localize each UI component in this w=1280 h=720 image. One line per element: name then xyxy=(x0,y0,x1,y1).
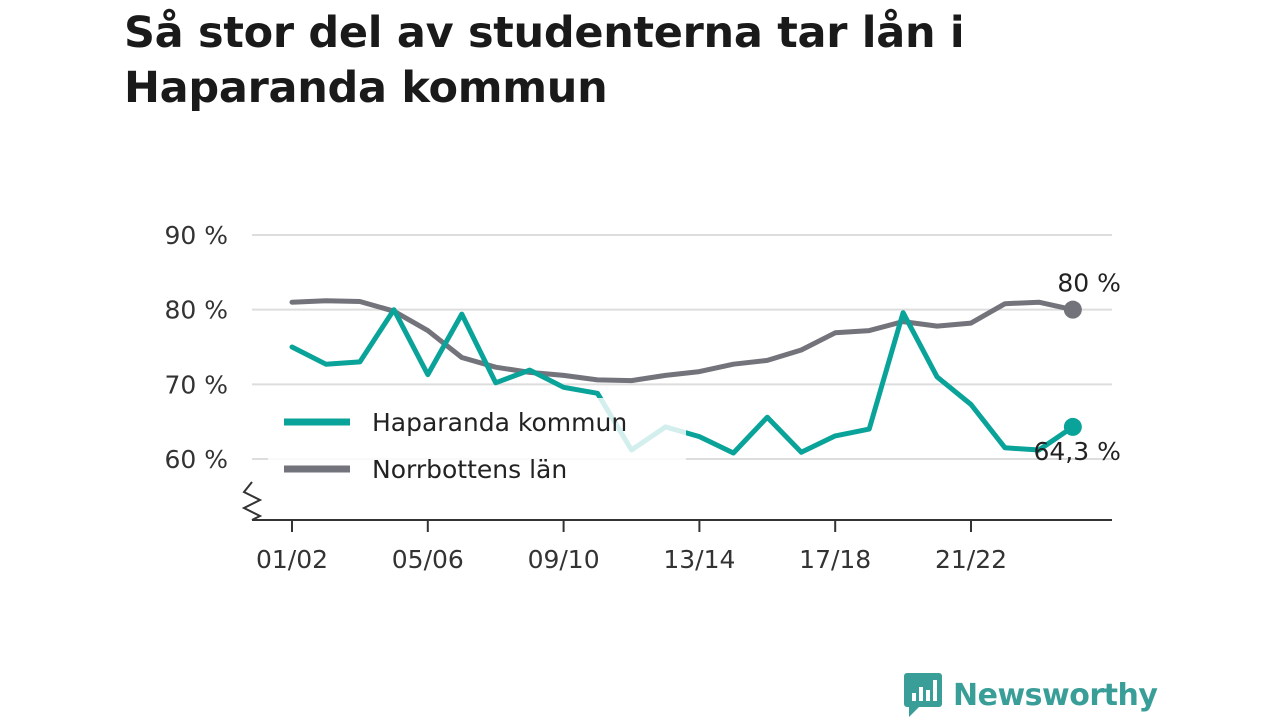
brand-name: Newsworthy xyxy=(953,677,1158,713)
y-axis-tick-labels: 90 % 80 % 70 % 60 % xyxy=(164,221,228,474)
line-chart: 90 % 80 % 70 % 60 % 01/02 05/06 09/10 13/14 17/… xyxy=(164,221,1120,574)
chart-title: Så stor del av studenterna tar lån i Hap… xyxy=(124,8,965,113)
legend-label: Norrbottens län xyxy=(372,455,567,484)
end-value-label: 80 % xyxy=(1057,269,1121,298)
end-labels: 64,3 % 80 % xyxy=(1033,269,1120,466)
x-tick-label: 09/10 xyxy=(528,545,600,574)
y-tick-label: 70 % xyxy=(164,370,228,399)
series-line-1 xyxy=(289,298,1076,384)
x-tick-label: 17/18 xyxy=(799,545,871,574)
end-value-label: 64,3 % xyxy=(1033,437,1120,466)
y-tick-label: 90 % xyxy=(164,221,228,250)
y-tick-label: 60 % xyxy=(164,445,228,474)
legend-label: Haparanda kommun xyxy=(372,408,627,437)
legend-background xyxy=(268,398,686,492)
end-marker xyxy=(1063,417,1082,436)
end-marker xyxy=(1063,300,1082,319)
x-tick-label: 13/14 xyxy=(663,545,735,574)
x-axis: 01/02 05/06 09/10 13/14 17/18 21/22 xyxy=(241,481,1112,574)
legend: Haparanda kommun Norrbottens län xyxy=(268,398,686,492)
x-tick-label: 01/02 xyxy=(256,545,328,574)
x-tick-label: 05/06 xyxy=(392,545,464,574)
x-tick-label: 21/22 xyxy=(935,545,1007,574)
y-tick-label: 80 % xyxy=(164,296,228,325)
axis-break-symbol xyxy=(241,481,263,521)
newsworthy-logo: Newsworthy xyxy=(903,670,1158,720)
bar-chart-bubble-icon xyxy=(904,673,942,717)
